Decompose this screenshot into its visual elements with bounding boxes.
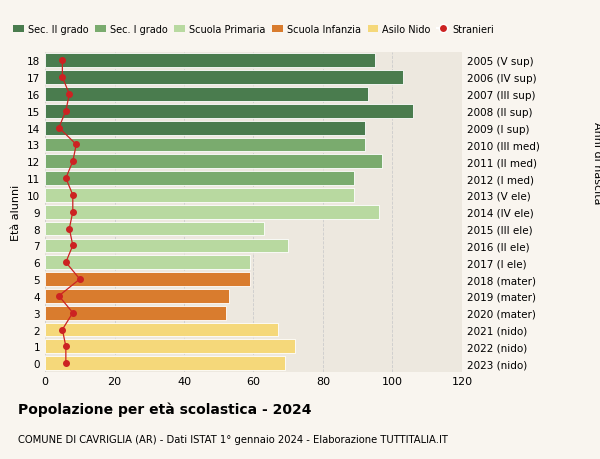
Bar [45, 71, 403, 85]
Bar [45, 206, 379, 219]
Point [68, 208, 77, 216]
Point [68, 192, 77, 199]
Point [58, 326, 67, 334]
Bar [45, 54, 375, 68]
Bar [45, 289, 229, 303]
Bar [45, 138, 365, 152]
Bar [45, 122, 365, 135]
Bar [45, 105, 413, 118]
Point [58, 57, 67, 65]
Bar [45, 189, 354, 202]
Point [75, 276, 85, 283]
Bar [45, 155, 382, 169]
Point [65, 91, 74, 98]
Point [68, 242, 77, 250]
Bar [45, 323, 278, 337]
Bar [45, 239, 288, 253]
Point [68, 309, 77, 317]
Point [61, 108, 71, 115]
Point [61, 360, 71, 367]
Point [61, 343, 71, 350]
Point [61, 259, 71, 266]
Bar [45, 88, 368, 101]
Point [68, 158, 77, 166]
Point [65, 225, 74, 233]
Legend: Sec. II grado, Sec. I grado, Scuola Primaria, Scuola Infanzia, Asilo Nido, Stran: Sec. II grado, Sec. I grado, Scuola Prim… [10, 21, 497, 39]
Bar [45, 357, 285, 370]
Bar [45, 340, 295, 353]
Point [71, 141, 81, 149]
Bar [45, 222, 264, 236]
Text: Popolazione per età scolastica - 2024: Popolazione per età scolastica - 2024 [18, 402, 311, 416]
Text: Anni di nascita: Anni di nascita [592, 122, 600, 204]
Point [58, 74, 67, 82]
Text: COMUNE DI CAVRIGLIA (AR) - Dati ISTAT 1° gennaio 2024 - Elaborazione TUTTITALIA.: COMUNE DI CAVRIGLIA (AR) - Dati ISTAT 1°… [18, 434, 448, 444]
Point [54, 125, 64, 132]
Bar [45, 273, 250, 286]
Bar [45, 306, 226, 320]
Y-axis label: Età alunni: Età alunni [11, 184, 22, 241]
Point [61, 175, 71, 182]
Bar [45, 172, 354, 185]
Point [54, 292, 64, 300]
Bar [45, 256, 250, 269]
